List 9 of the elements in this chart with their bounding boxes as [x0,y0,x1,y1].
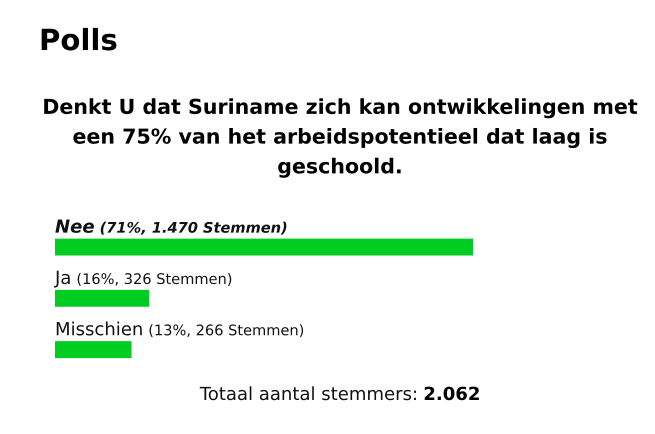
chart-subtitle: Denkt U dat Suriname zich kan ontwikkelingen met een 75% van het arbeidspotentieel dat laag is geschoold. [44,98,638,178]
y-tick-label: Misschien [56,322,142,336]
data-label: (13%, 266 Stemmen) [150,324,304,338]
data-label: (71%, 1.470 Stemmen) [100,222,286,235]
text: Totaal aantal stemmers: 2.062 [200,386,479,400]
y-tick-label: Nee [55,220,94,233]
chart-title: Polls [42,28,116,50]
data-label: (16%, 326 Stemmen) [78,272,232,286]
y-tick-label: Ja [54,270,70,288]
